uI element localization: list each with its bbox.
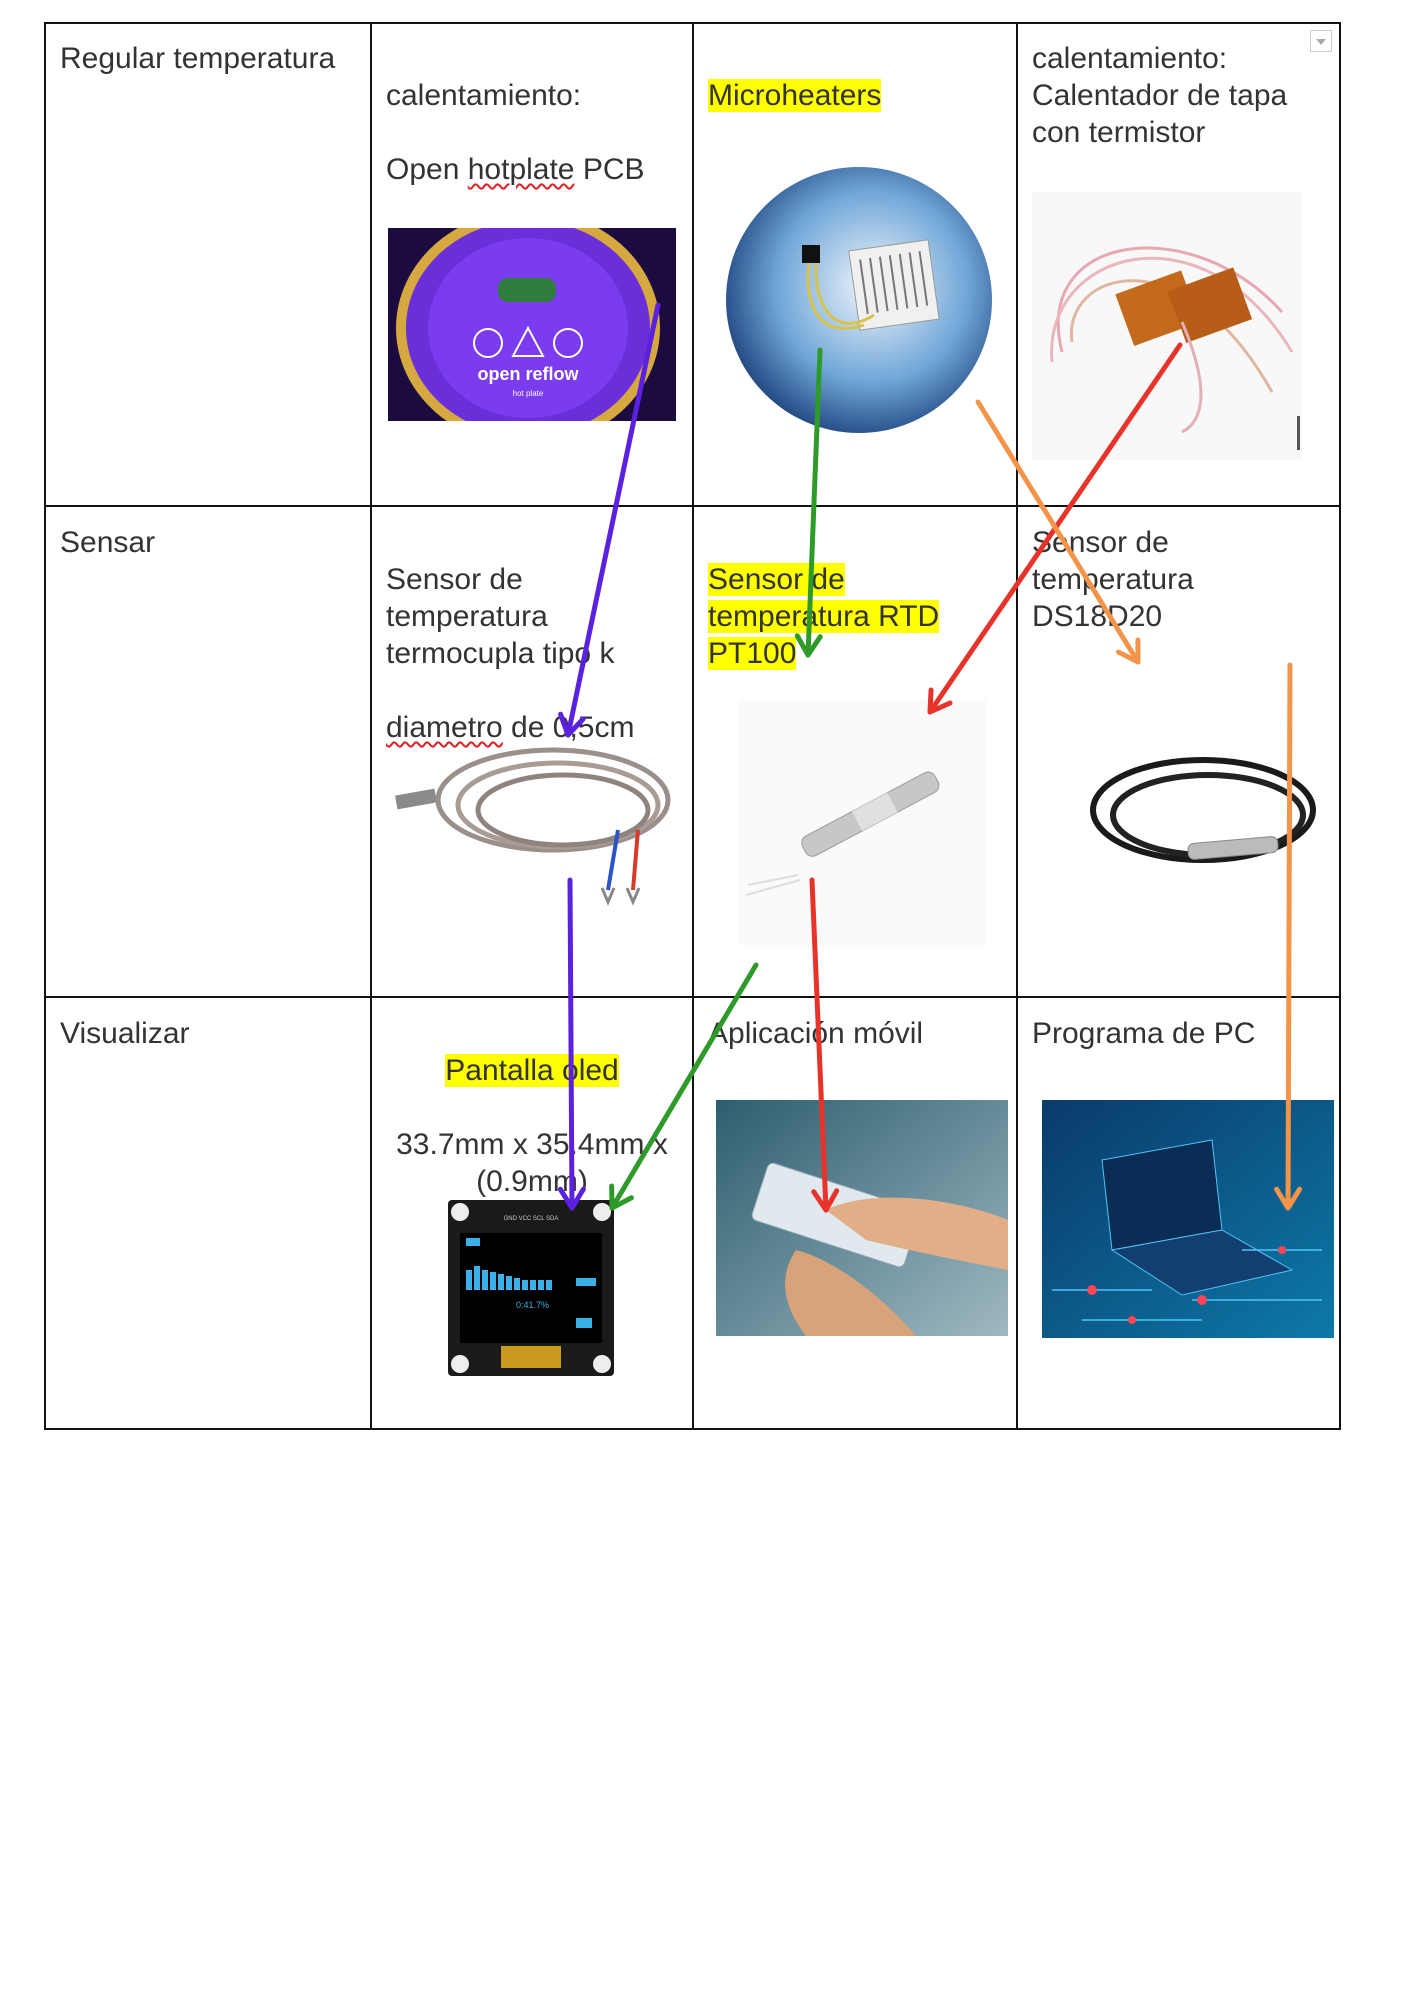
- cell-oled-dimensions: 33.7mm x 35.4mm x (0.9mm): [396, 1128, 668, 1198]
- cell-rtd-text: Sensor de temperatura RTD PT100: [708, 524, 940, 672]
- table-border-col1: [370, 22, 372, 1430]
- cell-open-hotplate-line2-post: PCB: [574, 153, 645, 186]
- cell-programa-pc-text: Programa de PC: [1032, 1017, 1256, 1050]
- cell-calentador-tapa-text: calentamiento: Calentador de tapa con te…: [1032, 42, 1288, 149]
- cell-app-movil-text: Aplicación móvil: [708, 1017, 924, 1050]
- hotplate-drawing: open reflow hot plate: [388, 228, 676, 421]
- image-open-reflow-hotplate: open reflow hot plate: [388, 228, 676, 421]
- image-laptop-circuit: [1042, 1100, 1334, 1338]
- oled-drawing: GND VCC SCL SDA 0:41.7%: [448, 1200, 614, 1376]
- image-ds18b20: [1058, 730, 1318, 920]
- misspelled-word-hotplate[interactable]: hotplate: [467, 153, 575, 186]
- cell-open-hotplate-text: calentamiento: Open hotplate PCB: [386, 40, 645, 188]
- table-border-col2: [692, 22, 694, 1430]
- table-border-right: [1339, 22, 1341, 1430]
- row-label-sensar: Sensar: [60, 526, 156, 559]
- ds18b20-drawing: [1090, 757, 1316, 863]
- laptop-drawing: [1042, 1100, 1334, 1338]
- row-label-regular: Regular temperatura: [60, 42, 336, 75]
- highlighted-microheaters: Microheaters: [708, 79, 882, 112]
- oled-pin-labels: GND VCC SCL SDA: [504, 1216, 559, 1222]
- polyimide-heater-drawing: [1032, 192, 1302, 460]
- hotplate-logo-subtext: hot plate: [513, 389, 544, 398]
- image-smartphone-hands: [716, 1100, 1008, 1336]
- cell-termocupla-text: Sensor de temperatura termocupla tipo k …: [386, 524, 634, 746]
- microheater-drawing: [726, 167, 992, 433]
- image-rtd-pt100: [738, 700, 986, 945]
- image-thermocouple-k: [388, 720, 676, 920]
- thermocouple-drawing: [395, 747, 671, 906]
- cell-open-hotplate-line2-pre: Open: [386, 153, 468, 186]
- dropdown-comment-icon[interactable]: [1310, 30, 1332, 52]
- image-microheater: [724, 165, 994, 435]
- hotplate-logo-text: open reflow: [477, 364, 579, 384]
- cell-microheaters-text: Microheaters: [708, 40, 882, 114]
- table-border-left: [44, 22, 46, 1430]
- cell-termocupla-lines: Sensor de temperatura termocupla tipo k: [386, 563, 615, 670]
- row-label-visualizar: Visualizar: [60, 1017, 190, 1050]
- rtd-drawing: [738, 700, 986, 945]
- highlighted-rtd-pt100: Sensor de temperatura RTD PT100: [708, 563, 940, 670]
- table-border-col3: [1016, 22, 1018, 1430]
- cell-ds18d20-text: Sensor de temperatura DS18D20: [1032, 526, 1194, 633]
- image-scroll-marker: [1297, 416, 1300, 450]
- cell-open-hotplate-line1: calentamiento:: [386, 79, 582, 112]
- smartphone-drawing: [716, 1100, 1008, 1336]
- highlighted-pantalla-oled: Pantalla oled: [445, 1054, 619, 1087]
- image-oled-display: GND VCC SCL SDA 0:41.7%: [446, 1198, 616, 1378]
- cell-oled-text: Pantalla oled 33.7mm x 35.4mm x (0.9mm): [372, 1015, 692, 1200]
- image-polyimide-heater: [1032, 192, 1302, 460]
- oled-readout: 0:41.7%: [516, 1300, 549, 1310]
- misspelled-word-diametro[interactable]: diametro: [386, 711, 503, 744]
